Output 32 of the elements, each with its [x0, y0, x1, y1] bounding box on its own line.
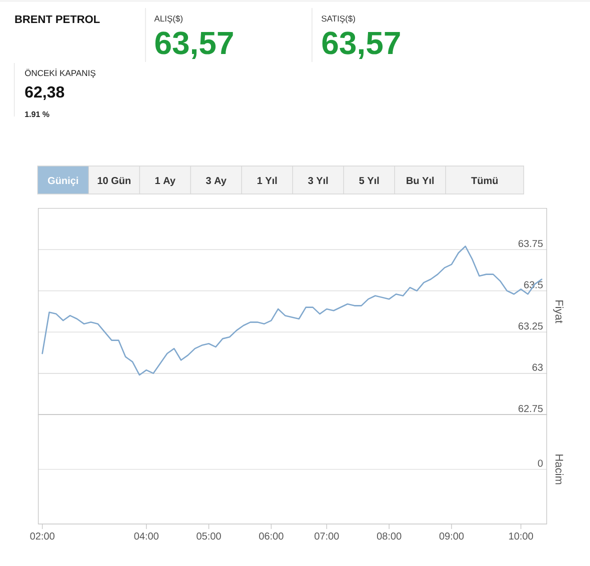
text: ALIŞ($) [154, 15, 182, 24]
text: 3 Yıl [308, 176, 328, 184]
text: 1 Yıl [257, 176, 277, 184]
category-label: 09:00 [439, 532, 464, 540]
y-tick-label: 62.75 [518, 405, 543, 412]
text: ÖNCEKİ KAPANIŞ [25, 68, 96, 78]
category-label: 06:00 [259, 532, 284, 540]
category-label: 05:00 [196, 532, 221, 540]
y-tick-label: 63.25 [518, 322, 543, 330]
text: 0 [538, 460, 543, 467]
y-tick-label: 63 [532, 364, 543, 371]
text: Bu Yıl [406, 176, 434, 184]
category-label: 10:00 [509, 532, 534, 540]
text: Tümü [471, 177, 498, 184]
text: Hacim [555, 454, 564, 484]
text: 62,38 [25, 86, 64, 100]
text: 63,57 [155, 32, 233, 59]
category-label: 08:00 [377, 532, 402, 540]
category-label: 07:00 [314, 532, 339, 540]
text: Güniçi [48, 176, 78, 186]
text: 3 Ay [206, 177, 226, 186]
text: 10 Gün [98, 177, 130, 184]
text: 1.91 % [25, 111, 50, 118]
text: SATIŞ($) [322, 15, 355, 24]
y-tick-label: 63.75 [518, 240, 543, 248]
category-label: 04:00 [134, 532, 158, 540]
text: 1 Ay [155, 177, 176, 186]
y-axis-title: Fiyat [553, 300, 564, 324]
text: BRENT PETROL [15, 15, 100, 24]
text: 63,57 [322, 32, 400, 59]
category-label: 02:00 [30, 532, 54, 540]
text: 5 Yıl [359, 176, 379, 184]
